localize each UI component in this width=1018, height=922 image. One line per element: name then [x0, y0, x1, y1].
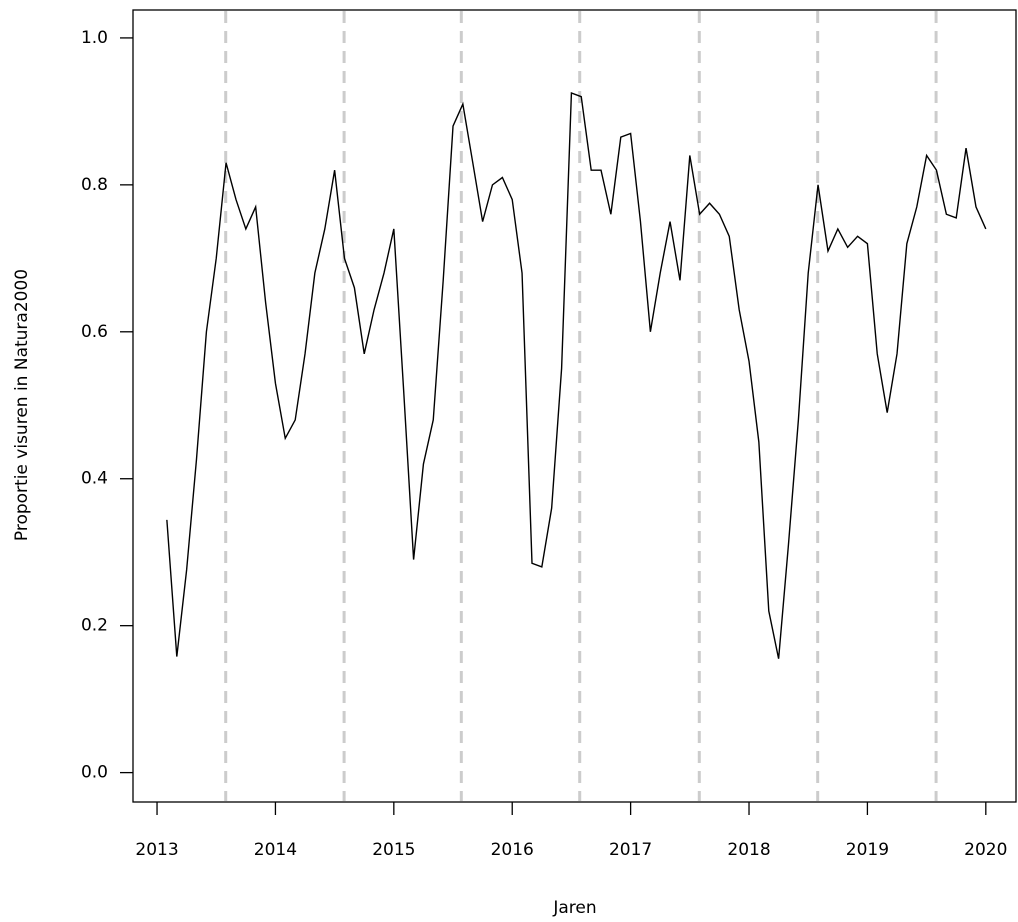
y-tick-label: 0.2 [81, 616, 108, 636]
plot-box [132, 9, 1017, 803]
x-tick-label: 2020 [964, 840, 1007, 860]
y-tick-label: 0.8 [81, 175, 108, 195]
x-tick-label: 2018 [727, 840, 770, 860]
x-tick-label: 2017 [609, 840, 652, 860]
y-tick-label: 0.0 [81, 763, 108, 783]
x-tick-label: 2015 [372, 840, 415, 860]
y-tick-label: 1.0 [81, 28, 108, 48]
y-tick-label: 0.6 [81, 322, 108, 342]
x-tick-label: 2014 [254, 840, 297, 860]
y-axis-label: Proportie visuren in Natura2000 [12, 269, 32, 541]
y-tick-label: 0.4 [81, 469, 108, 489]
data-line [166, 92, 987, 659]
x-axis-label: Jaren [552, 898, 596, 918]
x-tick-label: 2016 [491, 840, 534, 860]
x-tick-label: 2013 [135, 840, 178, 860]
x-tick-label: 2019 [846, 840, 889, 860]
